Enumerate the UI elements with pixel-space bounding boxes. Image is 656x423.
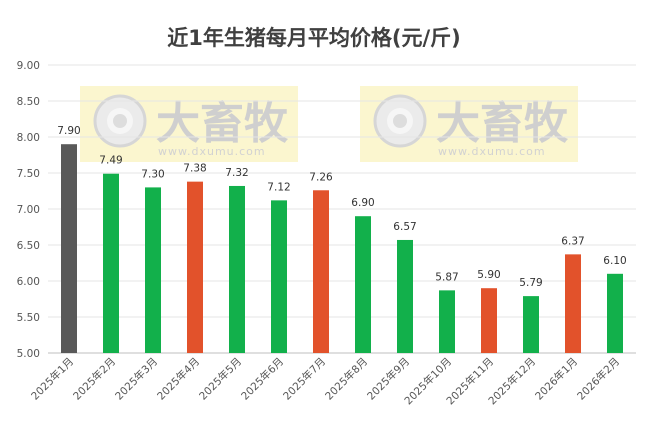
bar-10: [439, 290, 455, 353]
x-tick-label: 2026年1月: [532, 355, 580, 403]
eye-logo-icon: [373, 94, 427, 148]
watermark-layer: 大畜牧 www.dxumu.com 大畜牧 www.dxumu.com: [80, 86, 578, 162]
bar-13: [565, 254, 581, 353]
data-label: 5.90: [477, 269, 500, 281]
data-label: 7.12: [267, 181, 290, 193]
y-tick-label: 6.00: [17, 276, 40, 288]
x-tick-label: 2025年2月: [70, 355, 118, 403]
bar-8: [355, 216, 371, 353]
y-tick-label: 8.00: [17, 132, 40, 144]
bar-12: [523, 296, 539, 353]
data-labels: 7.90 7.49 7.30 7.38 7.32 7.12 7.26 6.90 6.57 5.87…: [57, 125, 626, 289]
bar-series: [61, 144, 623, 353]
y-tick-label: 7.00: [17, 204, 40, 216]
watermark-right: 大畜牧 www.dxumu.com: [360, 86, 578, 162]
watermark-url: www.dxumu.com: [158, 145, 266, 158]
chart-title: 近1年生猪每月平均价格(元/斤): [167, 26, 460, 50]
y-tick-label: 5.00: [17, 348, 40, 360]
x-axis: 2025年1月2025年2月2025年3月2025年4月2025年5月2025年…: [28, 355, 622, 407]
data-label: 6.57: [393, 221, 416, 233]
x-tick-label: 2025年7月: [280, 355, 328, 403]
bar-4: [187, 181, 203, 353]
bar-11: [481, 288, 497, 353]
x-tick-label: 2026年2月: [574, 355, 622, 403]
y-tick-label: 9.00: [17, 60, 40, 72]
x-tick-label: 2025年3月: [112, 355, 160, 403]
data-label: 7.38: [183, 163, 206, 175]
data-label: 6.10: [603, 255, 626, 267]
y-tick-label: 7.50: [17, 168, 40, 180]
watermark-brand: 大畜牧: [436, 98, 569, 149]
bar-6: [271, 200, 287, 353]
x-tick-label: 2025年5月: [196, 355, 244, 403]
watermark-url: www.dxumu.com: [438, 145, 546, 158]
y-axis: 5.00 5.50 6.00 6.50 7.00 7.50 8.00 8.50 9.00: [17, 60, 40, 360]
bar-5: [229, 185, 245, 353]
data-label: 6.37: [561, 235, 584, 247]
bar-7: [313, 190, 329, 353]
y-tick-label: 5.50: [17, 312, 40, 324]
x-tick-label: 2025年4月: [154, 355, 202, 403]
data-label: 7.49: [99, 155, 122, 167]
data-label: 7.90: [57, 125, 80, 137]
watermark-left: 大畜牧 www.dxumu.com: [80, 86, 298, 162]
bar-14: [607, 273, 623, 353]
data-label: 6.90: [351, 197, 374, 209]
bar-1: [61, 144, 77, 353]
eye-logo-icon: [93, 94, 147, 148]
data-label: 7.26: [309, 171, 333, 183]
x-tick-label: 2025年6月: [238, 355, 286, 403]
data-label: 5.79: [519, 277, 542, 289]
y-tick-label: 6.50: [17, 240, 40, 252]
watermark-brand: 大畜牧: [156, 98, 289, 149]
x-tick-label: 2025年1月: [28, 355, 76, 403]
data-label: 5.87: [435, 271, 458, 283]
data-label: 7.32: [225, 167, 248, 179]
bar-9: [397, 239, 413, 353]
bar-2: [103, 173, 119, 353]
x-tick-label: 2025年8月: [322, 355, 370, 403]
data-label: 7.30: [141, 168, 164, 180]
y-tick-label: 8.50: [17, 96, 40, 108]
bar-3: [145, 187, 161, 353]
